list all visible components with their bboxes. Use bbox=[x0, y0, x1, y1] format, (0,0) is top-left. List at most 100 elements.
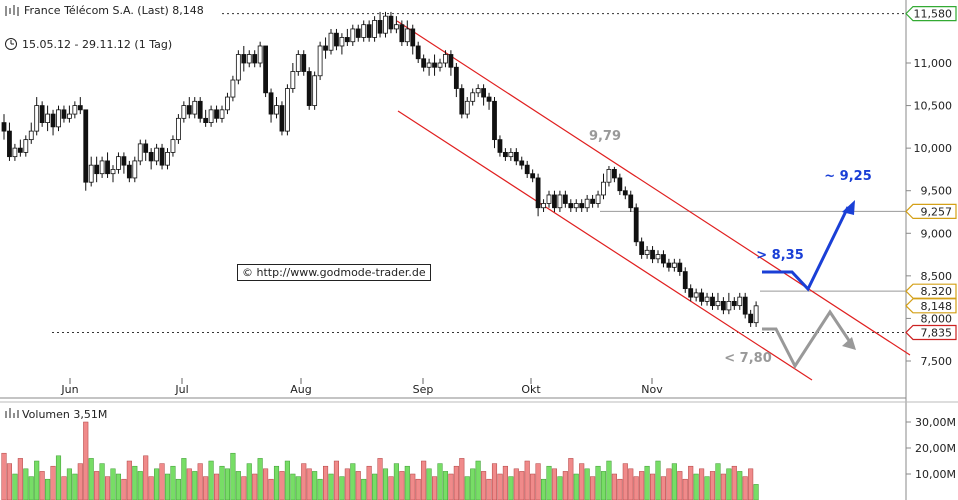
candle-body bbox=[132, 160, 138, 179]
volume-bar bbox=[660, 476, 667, 500]
volume-bar bbox=[372, 473, 378, 500]
volume-bar bbox=[241, 476, 247, 500]
volume-bar bbox=[99, 463, 105, 500]
candle-body bbox=[737, 296, 743, 307]
volume-bar bbox=[132, 465, 138, 500]
candle-body bbox=[568, 203, 574, 209]
volume-bar bbox=[143, 455, 149, 500]
volume-bar bbox=[693, 473, 699, 500]
volume-bar bbox=[677, 471, 683, 500]
volume-tick-label: 10,00M bbox=[915, 468, 956, 481]
candle-body bbox=[159, 147, 165, 166]
volume-bar bbox=[442, 471, 448, 500]
volume-bar bbox=[513, 468, 519, 500]
volume-bar bbox=[584, 468, 590, 500]
x-tick-label: Sep bbox=[413, 383, 434, 396]
bearish-arrowhead bbox=[842, 337, 856, 350]
candle-body bbox=[595, 194, 601, 204]
candle-body bbox=[590, 198, 595, 204]
candle-body bbox=[666, 262, 672, 268]
volume-bar bbox=[600, 471, 607, 500]
volume-bar bbox=[682, 478, 688, 500]
volume-bar bbox=[617, 478, 623, 500]
volume-bar bbox=[671, 463, 677, 500]
candle-body bbox=[546, 194, 552, 204]
volume-bar bbox=[170, 465, 176, 500]
volume-bar bbox=[366, 465, 372, 500]
candle-body bbox=[105, 160, 110, 175]
volume-bar bbox=[197, 463, 203, 500]
candle-body bbox=[393, 24, 399, 30]
bullish-arrowhead bbox=[842, 200, 855, 215]
candle-body bbox=[682, 271, 688, 290]
candle-body bbox=[470, 92, 476, 102]
candle-body bbox=[710, 296, 715, 307]
y-tick-label: 8,000 bbox=[921, 312, 953, 325]
volume-bar bbox=[590, 476, 596, 500]
candle-body bbox=[39, 105, 45, 123]
x-tick-label: Aug bbox=[290, 383, 311, 396]
candle-body bbox=[639, 241, 645, 255]
candle-body bbox=[519, 160, 525, 166]
volume-bar bbox=[6, 463, 12, 500]
candle-body bbox=[241, 54, 247, 64]
price-tag: 11,580 bbox=[905, 6, 957, 22]
volume-bar bbox=[224, 468, 230, 500]
y-tick-label: 9,500 bbox=[921, 185, 953, 198]
candle-body bbox=[541, 203, 546, 209]
volume-bar bbox=[404, 465, 410, 500]
volume-bar bbox=[110, 468, 116, 500]
candle-body bbox=[214, 109, 219, 119]
candle-body bbox=[323, 45, 328, 51]
volume-bar bbox=[219, 465, 225, 500]
volume-bar bbox=[186, 468, 192, 500]
candle-body bbox=[573, 203, 579, 209]
volume-bar bbox=[246, 463, 252, 500]
candle-body bbox=[170, 139, 176, 153]
volume-bar bbox=[535, 463, 541, 500]
volume-bar bbox=[644, 465, 650, 500]
volume-bar bbox=[475, 460, 481, 500]
y-tick-label: 8,500 bbox=[921, 270, 953, 283]
volume-bar bbox=[731, 465, 737, 500]
volume-bar bbox=[45, 478, 51, 500]
candle-body bbox=[72, 105, 78, 115]
candle-body bbox=[453, 66, 459, 89]
volume-bar bbox=[377, 458, 383, 500]
volume-bar bbox=[399, 471, 405, 500]
candle-body bbox=[388, 15, 394, 30]
volume-bar bbox=[426, 468, 432, 500]
volume-bar bbox=[579, 463, 585, 500]
candle-body bbox=[671, 262, 677, 268]
volume-bar bbox=[312, 471, 318, 500]
volume-tick-label: 20,00M bbox=[915, 442, 956, 455]
volume-bar bbox=[437, 463, 443, 500]
volume-bar bbox=[159, 463, 165, 500]
candle-body bbox=[252, 54, 258, 64]
volume-bar bbox=[421, 460, 427, 500]
volume-bar bbox=[350, 463, 356, 500]
volume-bar bbox=[530, 473, 536, 500]
volume-bar bbox=[595, 465, 601, 500]
volume-bar bbox=[148, 476, 154, 500]
candle-body bbox=[726, 300, 732, 311]
volume-bar bbox=[50, 465, 56, 500]
volume-bar bbox=[709, 471, 716, 500]
candle-body bbox=[497, 139, 503, 153]
candle-body bbox=[165, 151, 170, 166]
price-tag: 9,257 bbox=[905, 203, 957, 219]
candle-body bbox=[415, 45, 421, 60]
volume-bar bbox=[290, 473, 296, 500]
candle-body bbox=[753, 305, 759, 324]
volume-bar bbox=[481, 471, 487, 500]
candle-body bbox=[317, 45, 323, 77]
volume-bar bbox=[699, 468, 705, 500]
candle-body bbox=[116, 156, 121, 170]
volume-bar bbox=[382, 468, 389, 500]
volume-bar bbox=[720, 473, 726, 500]
candle-body bbox=[361, 24, 367, 38]
candle-body bbox=[94, 164, 100, 175]
volume-bar bbox=[551, 468, 558, 500]
volume-bar bbox=[105, 476, 111, 500]
candle-body bbox=[110, 169, 116, 175]
